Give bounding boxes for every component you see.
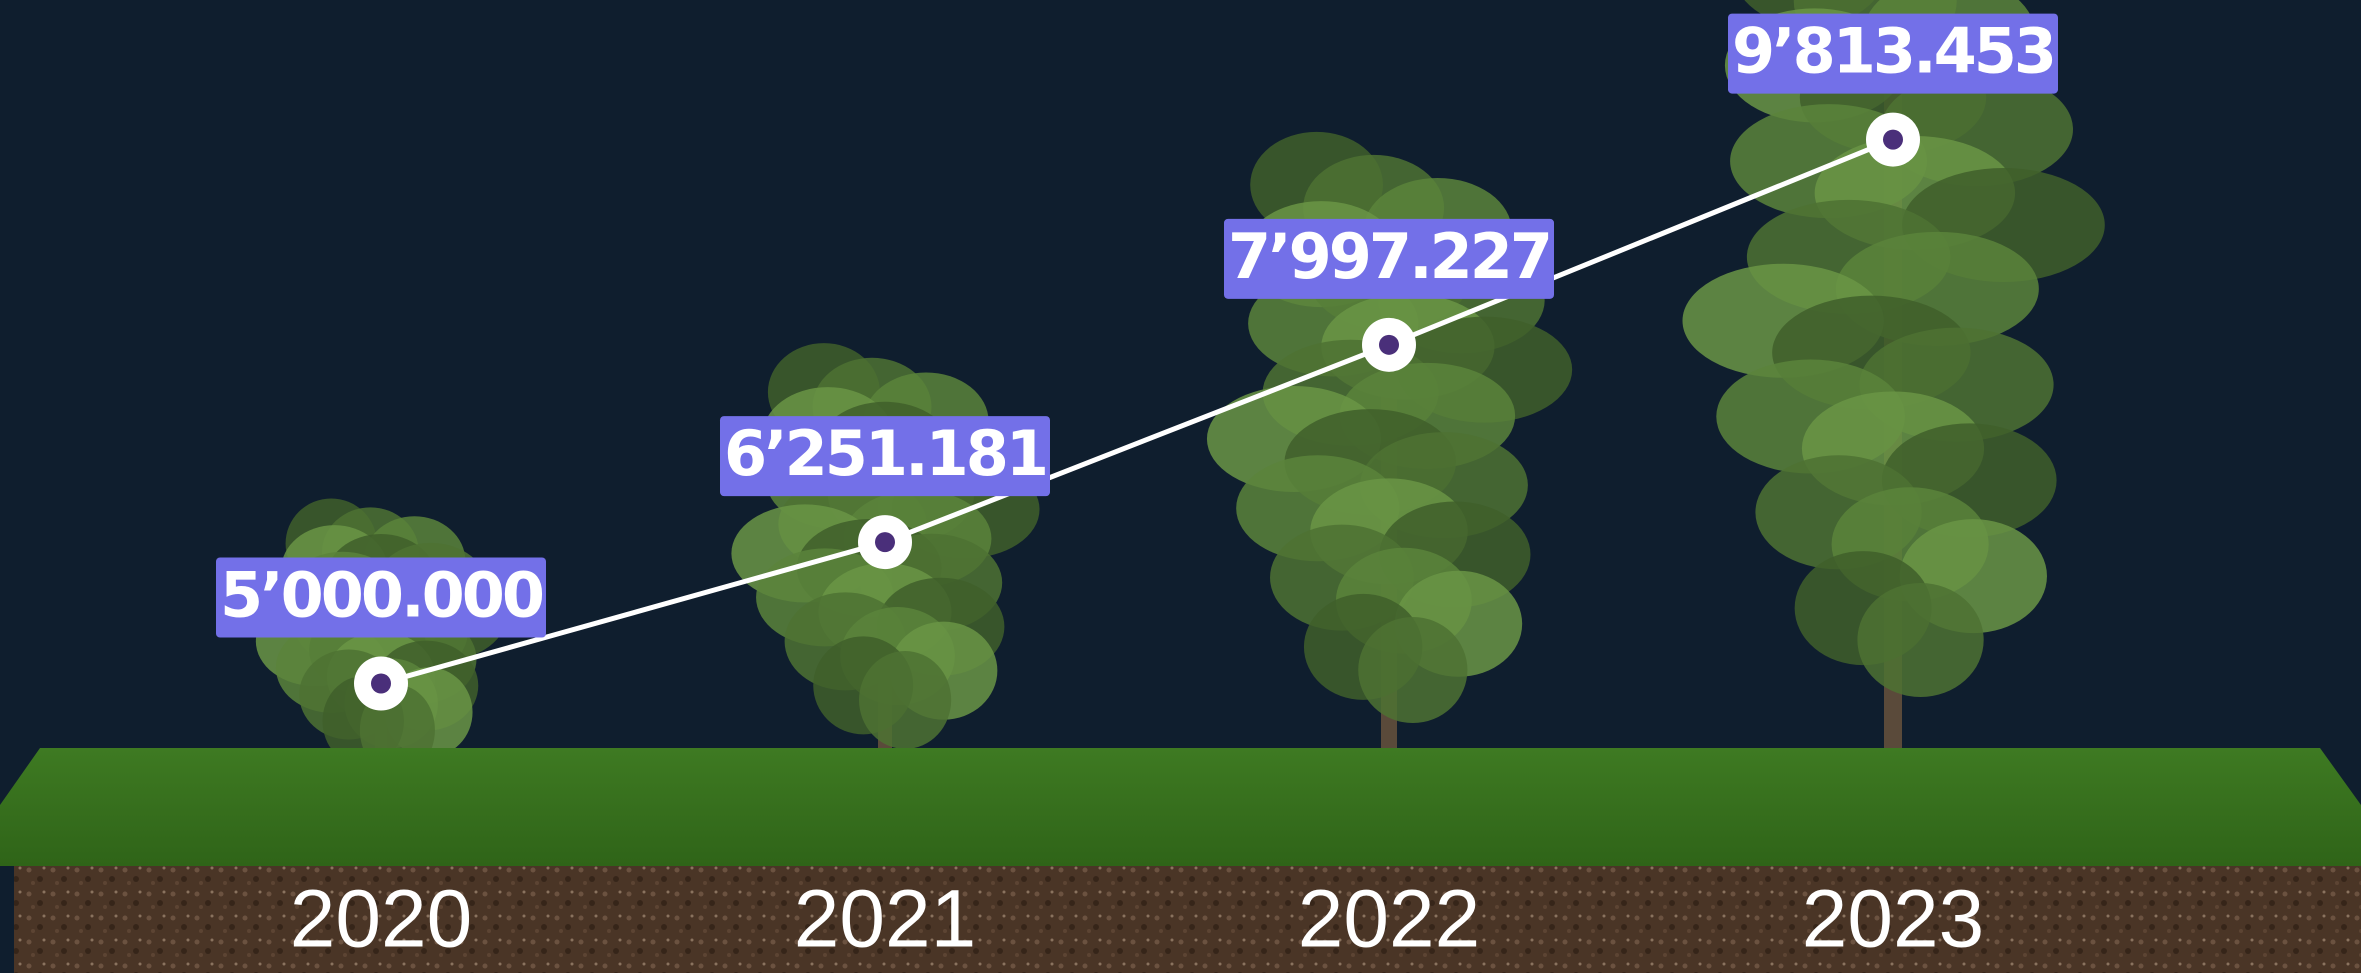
tree-foliage xyxy=(1857,583,1984,697)
soil xyxy=(14,866,2361,973)
marker-center xyxy=(875,532,895,553)
tree-foliage xyxy=(1358,617,1468,723)
value-label: 9’813.453 xyxy=(1732,15,2054,88)
value-label-box xyxy=(720,416,1050,497)
x-tick-label: 2023 xyxy=(1802,874,1984,965)
value-label: 6’251.181 xyxy=(724,417,1046,490)
marker-center xyxy=(371,673,391,694)
marker-center xyxy=(1883,129,1903,150)
tree-foliage xyxy=(859,651,952,749)
grass xyxy=(0,748,2361,866)
x-tick-label: 2021 xyxy=(794,874,976,965)
x-tick-label: 2022 xyxy=(1298,874,1480,965)
value-label: 5’000.000 xyxy=(220,559,543,632)
value-label-box xyxy=(1224,218,1554,299)
marker-center xyxy=(1379,334,1399,355)
data-line xyxy=(380,137,1894,686)
x-tick-label: 2020 xyxy=(290,874,472,965)
value-label: 7’997.227 xyxy=(1228,220,1550,293)
value-label-box xyxy=(1728,13,2058,94)
value-label-box xyxy=(216,557,546,638)
